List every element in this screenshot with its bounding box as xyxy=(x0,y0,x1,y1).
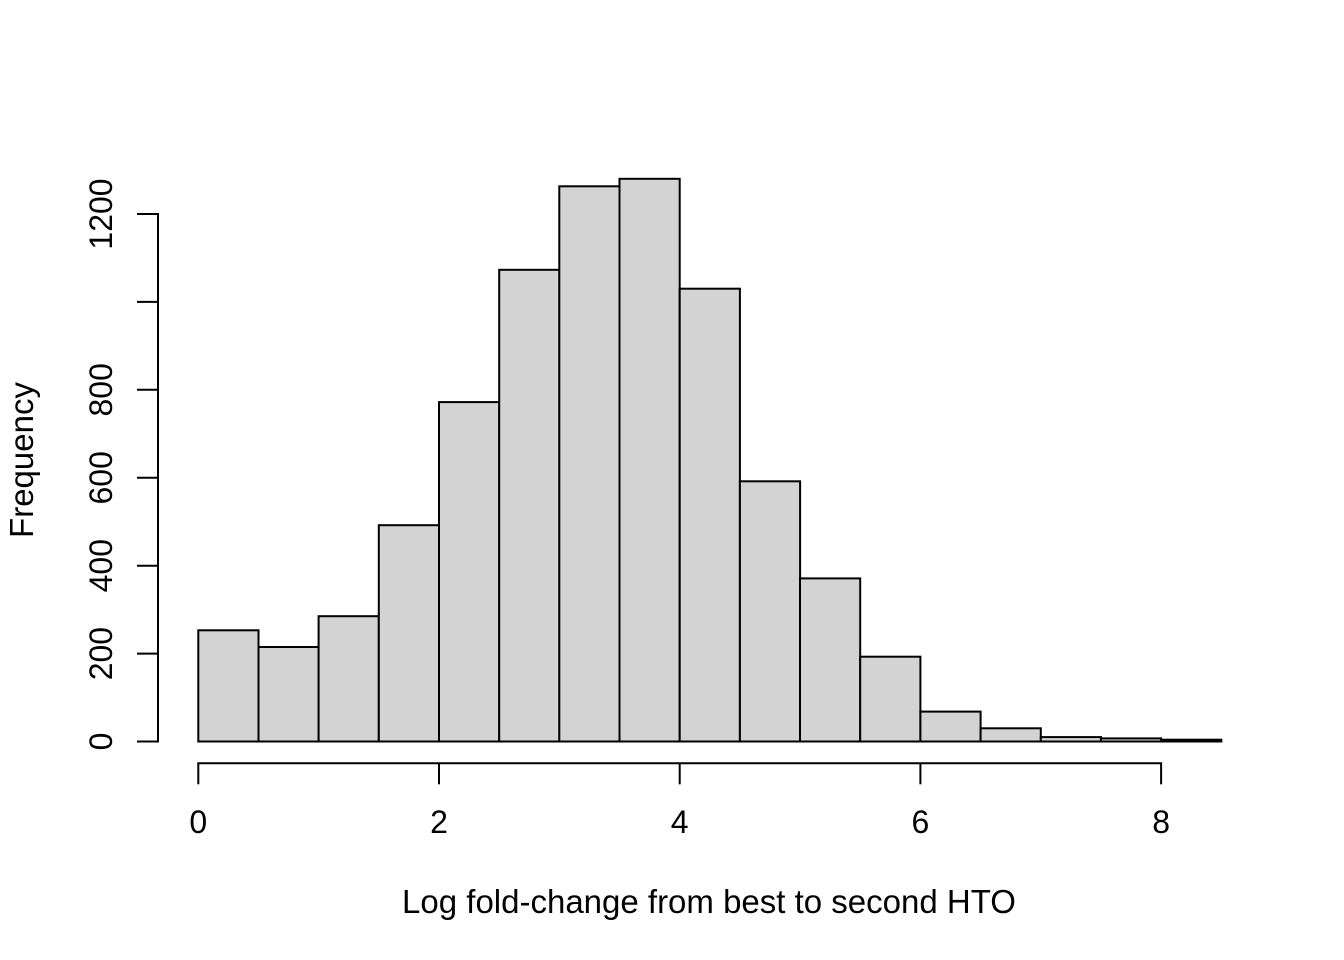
x-tick-label: 2 xyxy=(430,804,448,840)
histogram-bar xyxy=(1160,738,1223,743)
histogram-bar xyxy=(377,524,440,743)
histogram-bar xyxy=(317,615,380,743)
histogram-bar xyxy=(919,710,982,743)
histogram-bar xyxy=(257,646,320,743)
y-axis: 0 200 400 600 800 1200 xyxy=(83,178,159,751)
y-tick-label: 1200 xyxy=(83,178,119,249)
histogram-bar xyxy=(799,577,862,743)
histogram-bar xyxy=(859,655,922,743)
y-axis-title: Frequency xyxy=(3,382,40,538)
histogram-bar xyxy=(618,177,681,743)
x-tick-label: 6 xyxy=(912,804,930,840)
y-tick-label: 800 xyxy=(83,363,119,416)
histogram-bar xyxy=(979,727,1042,743)
histogram-bar xyxy=(498,268,561,743)
y-tick-label: 0 xyxy=(83,733,119,751)
histogram-bar xyxy=(678,287,741,743)
x-tick-label: 0 xyxy=(189,804,207,840)
y-tick-label: 200 xyxy=(83,627,119,680)
histogram-bar xyxy=(1039,736,1103,743)
histogram-bar xyxy=(558,185,621,743)
histogram-bar xyxy=(1099,737,1163,743)
x-tick-label: 8 xyxy=(1152,804,1170,840)
y-tick-label: 400 xyxy=(83,539,119,592)
histogram-bar xyxy=(197,629,260,743)
histogram-bar xyxy=(738,480,802,743)
histogram-bar xyxy=(438,401,501,743)
x-tick-label: 4 xyxy=(671,804,689,840)
x-axis: 0 2 4 6 8 xyxy=(189,762,1170,840)
x-axis-title: Log fold-change from best to second HTO xyxy=(402,883,1016,920)
y-tick-label: 600 xyxy=(83,451,119,504)
bars-group xyxy=(197,177,1223,743)
